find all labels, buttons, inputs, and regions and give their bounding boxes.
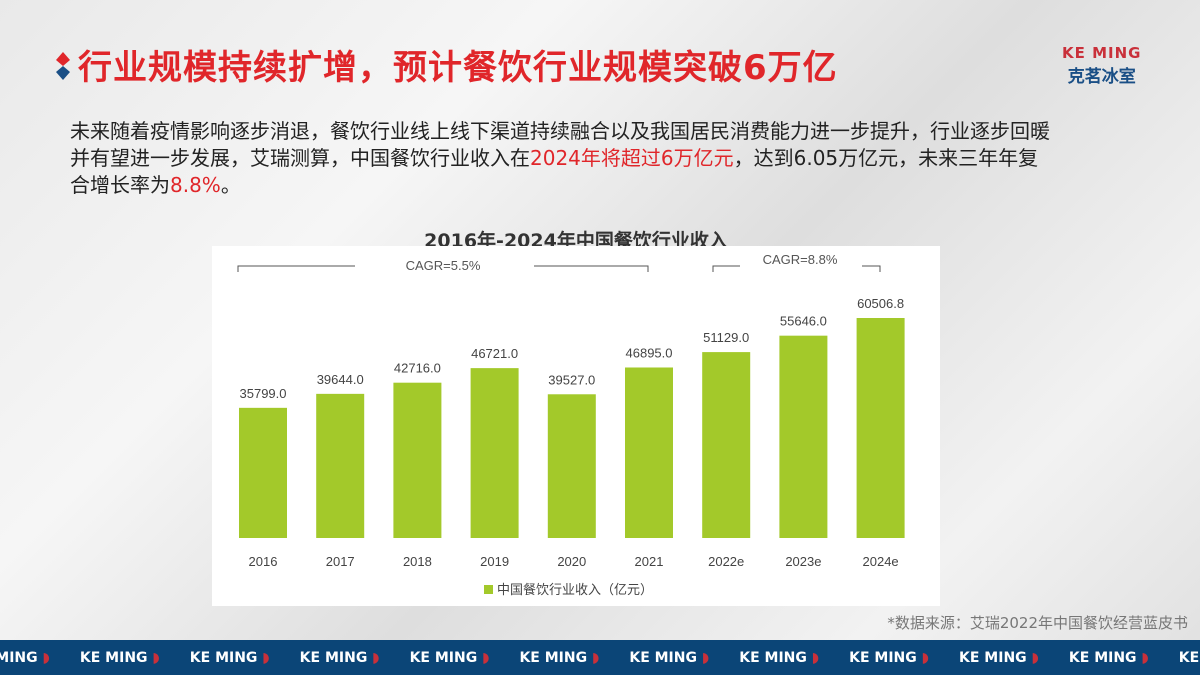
footer-brand-logo: KE MING ◗ (409, 649, 490, 666)
data-label: 46721.0 (471, 346, 518, 361)
x-tick-label: 2023e (785, 554, 821, 569)
bar (547, 394, 596, 538)
data-label: 60506.8 (857, 296, 904, 311)
bar (856, 318, 905, 538)
x-tick-label: 2018 (403, 554, 432, 569)
x-tick-label: 2019 (480, 554, 509, 569)
data-label: 51129.0 (703, 330, 749, 345)
footer-brand-logo: KE MING ◗ (849, 649, 930, 666)
footer-brand-strip: KE MING ◗ KE MING ◗ KE MING ◗ KE MING ◗ KE M… (0, 640, 1200, 675)
bar (779, 335, 828, 538)
bar (316, 393, 365, 538)
cagr-bracket (237, 265, 649, 272)
bar (239, 407, 287, 538)
x-tick-label: 2017 (326, 554, 355, 569)
cagr-label: CAGR=8.8% (763, 252, 838, 267)
bar (393, 382, 442, 538)
legend-label: 中国餐饮行业收入（亿元） (497, 582, 653, 598)
legend-swatch (484, 585, 493, 594)
footer-brand-logo: KE MING ◗ (739, 649, 820, 666)
description-paragraph: 未来随着疫情影响逐步消退，餐饮行业线上线下渠道持续融合以及我国居民消费能力进一步… (70, 119, 1050, 197)
footer-brand-logo: KE MING ◗ (519, 649, 600, 666)
footer-brand-logo: KE MING ◗ (79, 649, 160, 666)
footer-brand-logo: KE MING ◗ (0, 649, 50, 666)
footer-brand-logo: KE MING ◗ (1068, 649, 1149, 666)
data-label: 39644.0 (317, 372, 364, 387)
x-tick-label: 2016 (249, 554, 278, 569)
page-title: 行业规模持续扩增，预计餐饮行业规模突破6万亿 (78, 48, 838, 88)
x-tick-label: 2020 (557, 554, 586, 569)
cagr-label: CAGR=5.5% (406, 258, 481, 273)
x-tick-label: 2021 (635, 554, 664, 569)
x-tick-label: 2024e (863, 554, 899, 569)
brand-logo: KE MING 克茗冰室 (1062, 44, 1142, 87)
footer-brand-logo: KE MING ◗ (189, 649, 270, 666)
bar (470, 368, 519, 538)
footer-brand-logo: KE MING ◗ (959, 649, 1039, 666)
footer-brand-logo: KE MING ◗ (1178, 649, 1200, 666)
footer-brand-logo: KE MING ◗ (299, 649, 380, 666)
data-label: 42716.0 (394, 361, 441, 376)
bar (625, 367, 673, 538)
data-label: 55646.0 (780, 314, 827, 329)
cagr-bracket (712, 265, 881, 272)
x-tick-label: 2022e (708, 554, 744, 569)
data-label: 46895.0 (626, 345, 673, 360)
diamond-bullet-icon (56, 52, 70, 80)
data-label: 39527.0 (548, 372, 595, 387)
data-label: 35799.0 (240, 386, 287, 401)
bar (702, 352, 751, 538)
data-source: *数据来源：艾瑞2022年中国餐饮经营蓝皮书 (887, 614, 1188, 632)
footer-brand-logo: KE MING ◗ (629, 649, 710, 666)
